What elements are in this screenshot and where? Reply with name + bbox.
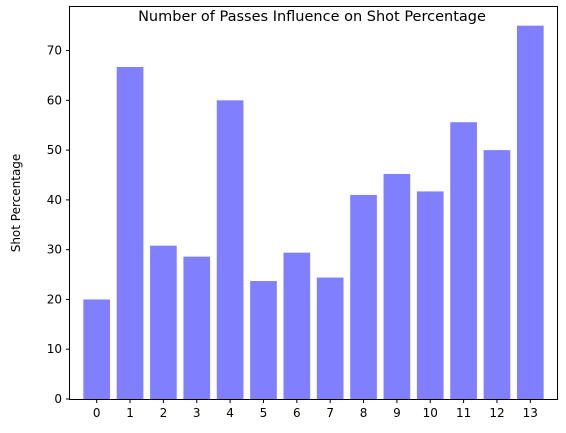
x-tick-label: 11 [456,406,471,420]
bar-8 [350,194,377,399]
bar-3 [183,256,211,399]
y-tick-label: 10 [47,342,62,356]
bar-0 [83,299,111,399]
x-tick-label: 9 [393,406,401,420]
y-tick-label: 20 [47,292,62,306]
x-tick-label: 3 [193,406,201,420]
bar-7 [316,277,344,399]
bar-11 [450,122,477,399]
x-tick-label: 12 [489,406,504,420]
x-tick-label: 2 [160,406,168,420]
x-tick-label: 8 [360,406,368,420]
y-tick-label: 60 [47,93,62,107]
bar-1 [116,66,144,399]
x-tick-label: 6 [293,406,301,420]
bar-2 [150,245,177,399]
y-axis-label: Shot Percentage [9,154,23,253]
x-tick-label: 13 [523,406,538,420]
x-tick-label: 7 [326,406,334,420]
x-tick-label: 5 [260,406,268,420]
bar-10 [416,191,444,399]
bar-6 [283,252,311,399]
y-tick-label: 0 [54,392,62,406]
y-axis-ticks: 0 10 20 30 40 50 60 70 [47,44,70,406]
bar-5 [250,281,277,399]
x-tick-label: 10 [423,406,438,420]
x-tick-label: 0 [93,406,101,420]
bar-4 [216,100,244,399]
y-tick-label: 30 [47,243,62,257]
chart-title: Number of Passes Influence on Shot Perce… [138,9,486,25]
x-axis-ticks: 0 1 2 3 4 5 6 7 8 9 10 11 12 13 [93,399,538,420]
bar-13 [516,25,544,400]
x-tick-label: 4 [226,406,234,420]
bar-12 [483,150,511,399]
y-tick-label: 70 [47,44,62,58]
plot-frame [69,6,558,400]
y-tick-label: 40 [47,193,62,207]
bar-9 [383,174,411,399]
y-tick-label: 50 [47,143,62,157]
x-tick-label: 1 [126,406,134,420]
bars-group [83,25,544,400]
